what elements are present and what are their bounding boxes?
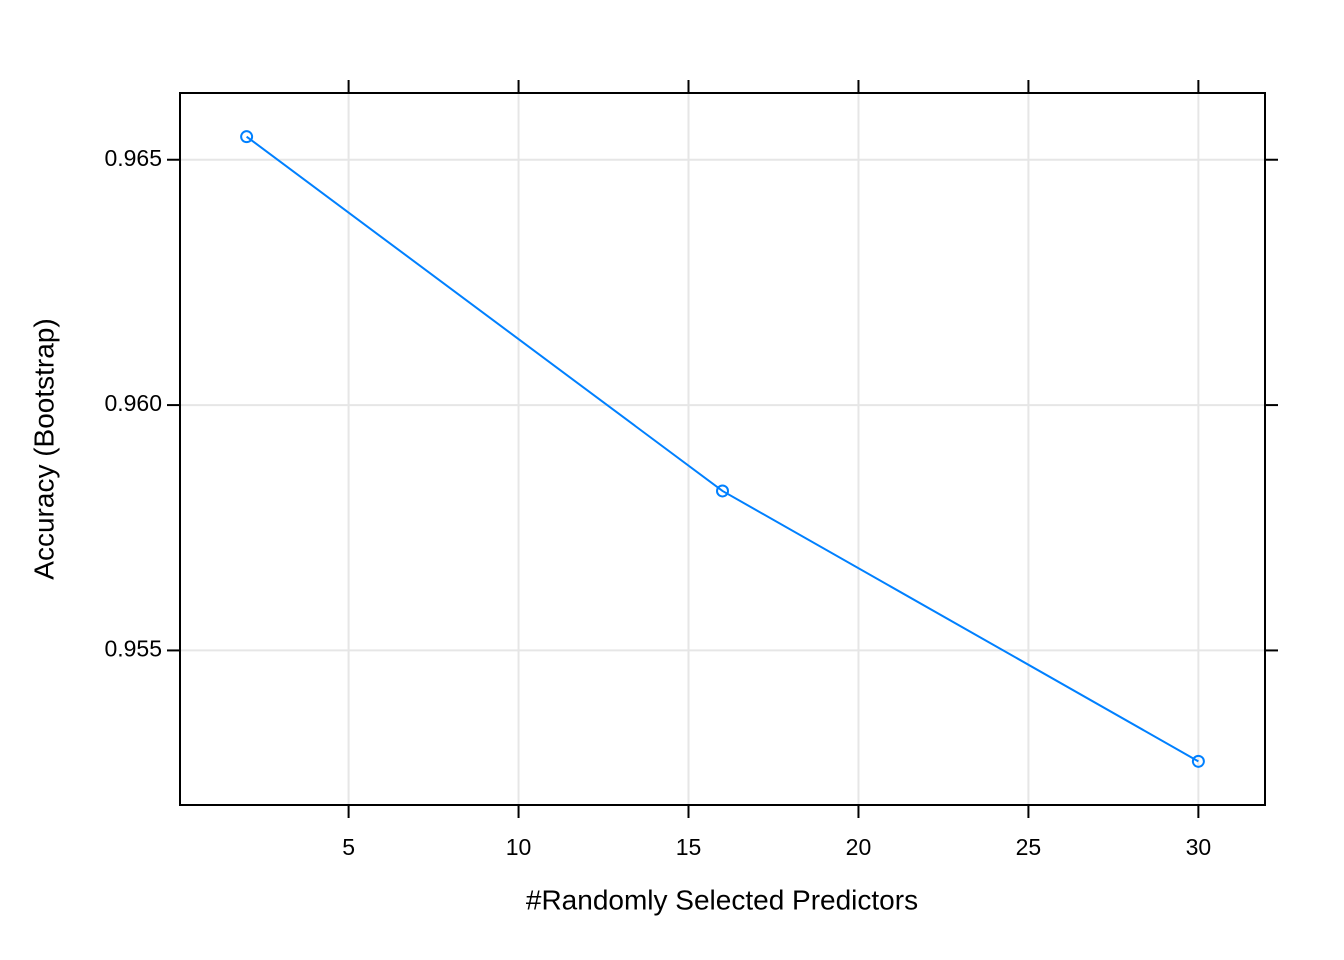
y-tick-label: 0.960 xyxy=(104,390,162,416)
y-tick-label: 0.955 xyxy=(104,636,162,662)
x-tick-label: 15 xyxy=(676,834,702,860)
data-point xyxy=(240,130,254,144)
x-tick-label: 10 xyxy=(506,834,532,860)
y-tick-label: 0.965 xyxy=(104,145,162,171)
x-tick-label: 20 xyxy=(846,834,872,860)
x-tick-label: 5 xyxy=(342,834,355,860)
data-point xyxy=(716,484,729,498)
x-tick-label: 25 xyxy=(1016,834,1042,860)
x-tick-label: 30 xyxy=(1186,834,1212,860)
x-axis-title: #Randomly Selected Predictors xyxy=(526,884,918,915)
plot-frame xyxy=(179,92,1266,806)
data-point xyxy=(1191,754,1205,768)
y-axis-title: Accuracy (Bootstrap) xyxy=(28,318,59,579)
series-line xyxy=(246,135,1199,763)
